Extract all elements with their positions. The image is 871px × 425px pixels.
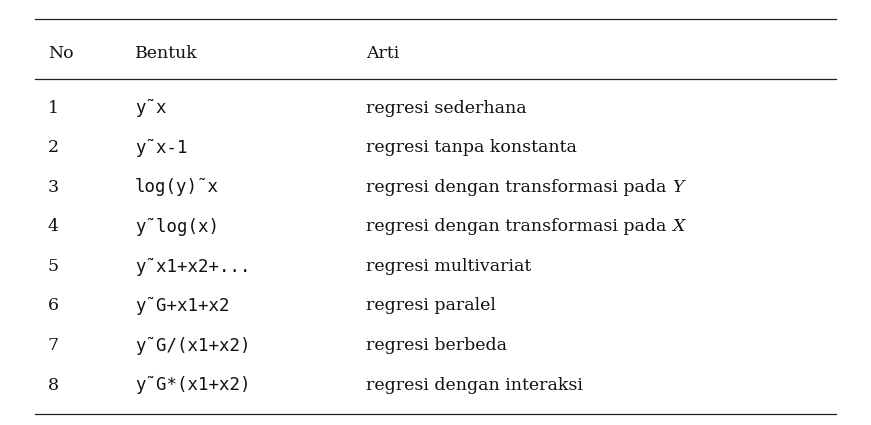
Text: 8: 8 [48, 377, 59, 394]
Text: 5: 5 [48, 258, 59, 275]
Text: Bentuk: Bentuk [135, 45, 198, 62]
Text: regresi dengan transformasi pada: regresi dengan transformasi pada [366, 179, 672, 196]
Text: regresi tanpa konstanta: regresi tanpa konstanta [366, 139, 577, 156]
Text: y˜x: y˜x [135, 99, 166, 117]
Text: regresi berbeda: regresi berbeda [366, 337, 507, 354]
Text: regresi paralel: regresi paralel [366, 298, 496, 314]
Text: No: No [48, 45, 73, 62]
Text: 1: 1 [48, 100, 59, 117]
Text: y˜x-1: y˜x-1 [135, 139, 187, 157]
Text: regresi sederhana: regresi sederhana [366, 100, 526, 117]
Text: 6: 6 [48, 298, 59, 314]
Text: y˜x1+x2+...: y˜x1+x2+... [135, 258, 251, 275]
Text: regresi multivariat: regresi multivariat [366, 258, 531, 275]
Text: y˜G/(x1+x2): y˜G/(x1+x2) [135, 337, 251, 354]
Text: 4: 4 [48, 218, 59, 235]
Text: Arti: Arti [366, 45, 399, 62]
Text: 2: 2 [48, 139, 59, 156]
Text: y˜G*(x1+x2): y˜G*(x1+x2) [135, 376, 251, 394]
Text: log(y)˜x: log(y)˜x [135, 178, 219, 196]
Text: y˜G+x1+x2: y˜G+x1+x2 [135, 297, 229, 315]
Text: regresi dengan transformasi pada: regresi dengan transformasi pada [366, 218, 672, 235]
Text: y˜log(x): y˜log(x) [135, 218, 219, 236]
Text: X: X [672, 218, 684, 235]
Text: Y: Y [672, 179, 683, 196]
Text: regresi dengan interaksi: regresi dengan interaksi [366, 377, 583, 394]
Text: 7: 7 [48, 337, 59, 354]
Text: 3: 3 [48, 179, 59, 196]
